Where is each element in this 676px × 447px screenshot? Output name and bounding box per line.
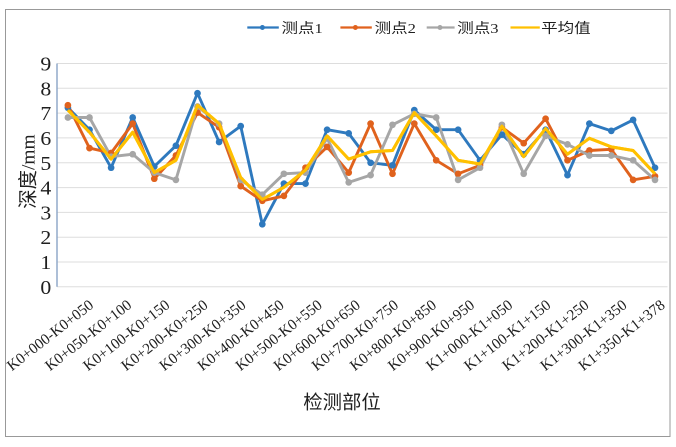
svg-text:8: 8: [40, 77, 51, 100]
svg-text:0: 0: [40, 276, 51, 299]
svg-text:测点3: 测点3: [457, 21, 499, 37]
svg-text:5: 5: [40, 152, 51, 175]
svg-text:6: 6: [40, 127, 51, 150]
svg-text:深度/mm: 深度/mm: [18, 134, 40, 208]
svg-text:1: 1: [40, 251, 51, 274]
svg-text:测点2: 测点2: [375, 21, 416, 37]
svg-text:9: 9: [40, 52, 51, 75]
svg-text:检测部位: 检测部位: [303, 391, 381, 413]
svg-text:2: 2: [40, 226, 51, 249]
svg-text:4: 4: [40, 176, 51, 199]
svg-text:测点1: 测点1: [282, 21, 323, 37]
svg-text:7: 7: [40, 102, 51, 125]
svg-text:3: 3: [40, 201, 51, 224]
svg-text:平均值: 平均值: [541, 21, 591, 37]
